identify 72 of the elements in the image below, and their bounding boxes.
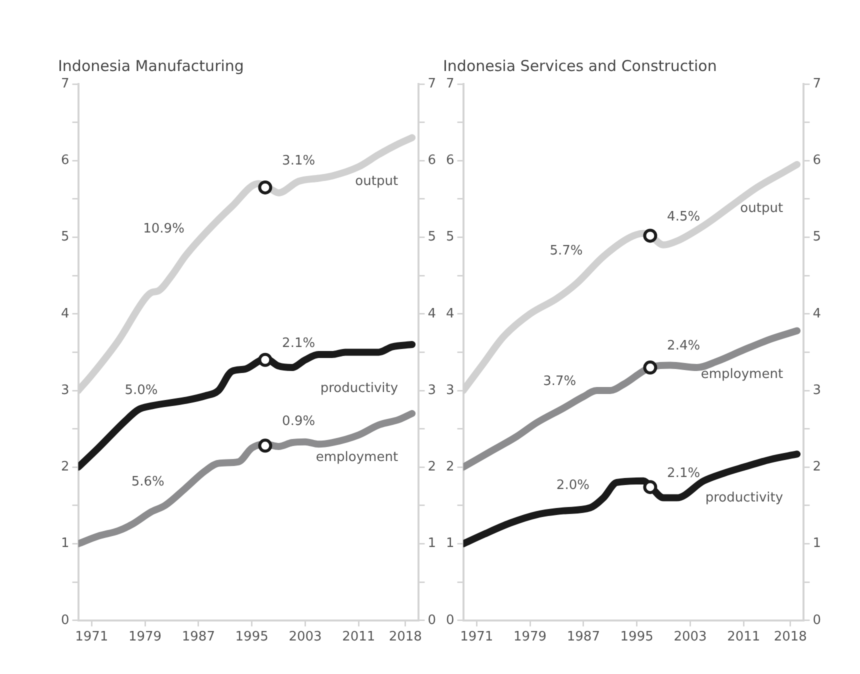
y-tick-label: 7 (60, 76, 70, 92)
chart-title: Indonesia Services and Construction (443, 56, 717, 75)
y-tick-label: 3 (446, 382, 454, 398)
y2-tick-label: 7 (428, 76, 436, 92)
annotation: 4.5% (667, 210, 700, 225)
y2-tick-label: 3 (428, 382, 436, 398)
point (643, 480, 658, 494)
y2-tick-label: 6 (812, 153, 822, 168)
y-tick-label: 7 (446, 76, 454, 92)
x-tick-label: 2018 (388, 630, 422, 645)
point (258, 352, 272, 367)
point (643, 360, 658, 375)
y2-tick-label: 5 (428, 230, 436, 245)
x-tick-label: 1971 (75, 630, 108, 645)
y2-tick-label: 3 (812, 382, 822, 398)
x-tick-label: 1987 (566, 630, 600, 645)
y-tick-label: 2 (60, 460, 70, 475)
x-tick-label: 2011 (342, 630, 376, 645)
y2-tick-label: 5 (812, 230, 822, 245)
y2-tick-label: 1 (428, 536, 436, 552)
y-tick-label: 5 (446, 230, 454, 245)
annotation: 5.6% (131, 474, 164, 490)
annotation: 3.1% (282, 154, 316, 169)
annotation: 2.0% (556, 478, 590, 494)
y2-tick-label: 7 (812, 76, 822, 92)
y2-tick-label: 2 (812, 460, 822, 475)
x-tick-label: 1979 (513, 630, 547, 645)
y2-tick-label: 4 (428, 306, 436, 322)
series-label: output (355, 174, 398, 190)
x-tick-label: 2003 (674, 630, 707, 645)
x-tick-label: 1987 (182, 630, 215, 645)
y2-tick-label: 2 (428, 460, 436, 475)
y2-tick-label: 6 (428, 153, 436, 168)
y2-tick-label: 4 (812, 306, 822, 322)
annotation: 3.7% (543, 374, 576, 389)
y-tick-label: 6 (60, 153, 70, 168)
x-tick-label: 2003 (288, 630, 322, 645)
y2-tick-label: 1 (812, 536, 822, 552)
annotation: 0.9% (282, 414, 316, 430)
x-tick-label: 1995 (235, 630, 268, 645)
point (258, 180, 272, 194)
y-tick-label: 4 (446, 306, 454, 322)
annotation: 10.9% (143, 221, 184, 236)
y-tick-label: 0 (60, 612, 70, 628)
chart-title: Indonesia Manufacturing (58, 56, 244, 75)
y-tick-label: 5 (60, 230, 70, 245)
y-tick-label: 3 (60, 382, 70, 398)
point (643, 228, 658, 243)
point (258, 438, 272, 453)
series-label: productivity (705, 490, 784, 506)
y-tick-label: 4 (60, 306, 70, 322)
annotation: 5.0% (124, 383, 158, 398)
annotation: 2.4% (667, 338, 700, 354)
annotation: 2.1% (282, 336, 316, 352)
series-label: productivity (320, 380, 398, 396)
series-label: employment (700, 367, 784, 382)
series-label: output (740, 200, 784, 216)
x-tick-label: 1971 (460, 630, 494, 645)
y2-tick-label: 0 (428, 612, 436, 628)
y-tick-label: 0 (446, 612, 454, 628)
annotation: 2.1% (667, 466, 700, 481)
x-tick-label: 1979 (128, 630, 162, 645)
annotation: 5.7% (550, 244, 583, 259)
y-tick-label: 2 (446, 460, 454, 475)
x-tick-label: 2011 (727, 630, 760, 645)
x-tick-label: 2018 (774, 630, 807, 645)
x-tick-label: 1995 (620, 630, 654, 645)
y-tick-label: 1 (60, 536, 70, 552)
y-tick-label: 6 (446, 153, 454, 168)
y2-tick-label: 0 (812, 612, 822, 628)
series-label: employment (316, 450, 398, 465)
y-tick-label: 1 (446, 536, 454, 552)
